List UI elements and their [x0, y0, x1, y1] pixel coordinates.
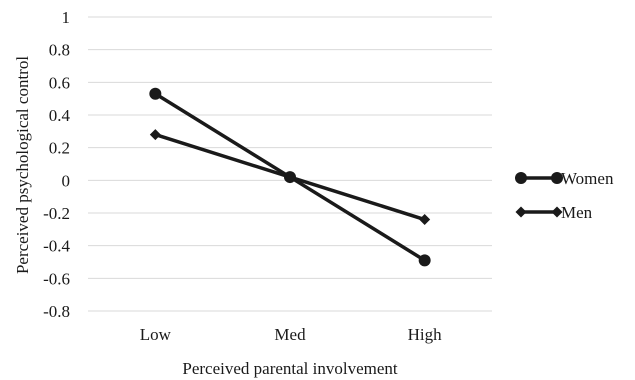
- data-point: [149, 129, 161, 141]
- y-tick-label: -0.4: [43, 237, 70, 256]
- legend-item-women: Women: [515, 169, 614, 188]
- legend-item-men: Men: [515, 203, 593, 222]
- data-point: [419, 214, 431, 226]
- y-tick-label: 0.6: [49, 73, 70, 92]
- x-axis-label: Perceived parental involvement: [182, 359, 398, 378]
- series-men: [149, 129, 431, 226]
- series-layer: [149, 87, 431, 267]
- legend-label: Women: [561, 169, 614, 188]
- y-tick-label: 1: [62, 8, 71, 27]
- y-tick-label: -0.8: [43, 302, 70, 321]
- x-tick-label: High: [408, 325, 443, 344]
- data-point: [284, 171, 296, 183]
- y-tick-labels: 1 0.8 0.6 0.4 0.2 0 -0.2 -0.4 -0.6 -0.8: [43, 8, 70, 321]
- y-tick-label: 0.2: [49, 139, 70, 158]
- legend-marker: [515, 206, 527, 218]
- legend-marker: [515, 172, 527, 184]
- data-point: [149, 87, 162, 100]
- legend-marker: [551, 206, 563, 218]
- legend-marker: [551, 172, 563, 184]
- y-axis-label: Perceived psychological control: [13, 56, 32, 274]
- gridlines: [88, 16, 492, 312]
- y-tick-label: -0.6: [43, 269, 70, 288]
- legend: Women Men: [515, 169, 614, 222]
- y-tick-label: -0.2: [43, 204, 70, 223]
- x-tick-label: Low: [140, 325, 172, 344]
- data-point: [418, 254, 431, 267]
- x-tick-labels: Low Med High: [140, 325, 442, 344]
- y-tick-label: 0.8: [49, 41, 70, 60]
- x-tick-label: Med: [274, 325, 306, 344]
- y-tick-label: 0.4: [49, 106, 71, 125]
- y-tick-label: 0: [62, 171, 71, 190]
- legend-label: Men: [561, 203, 593, 222]
